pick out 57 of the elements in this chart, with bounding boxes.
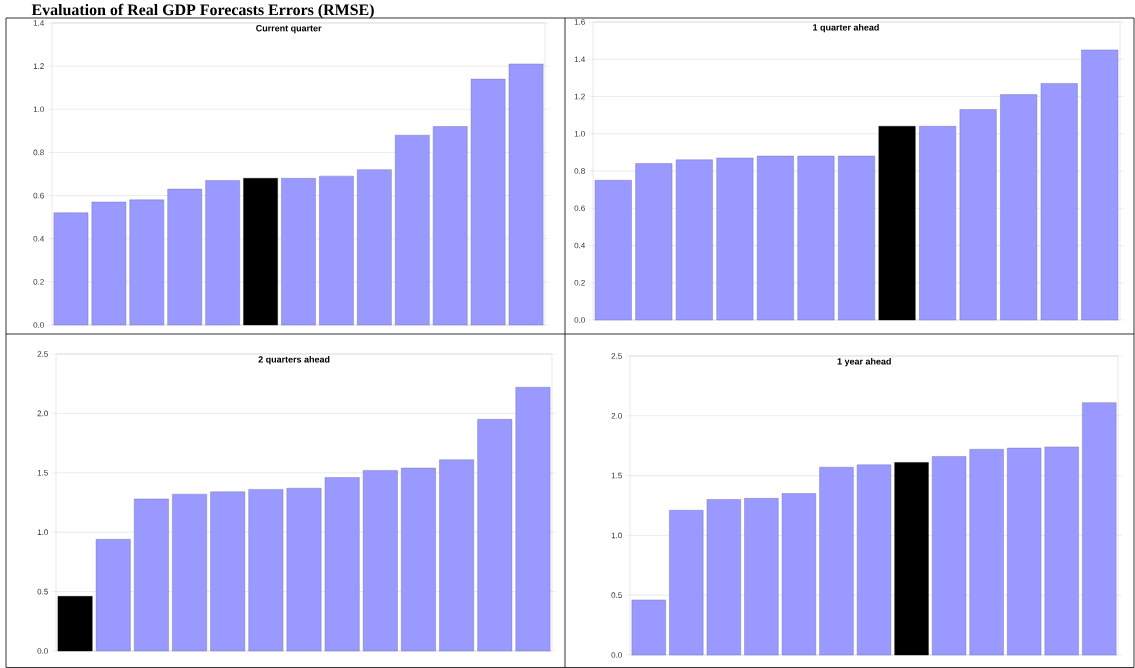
bar [362,470,398,652]
bar [319,175,354,326]
bar [477,419,513,652]
bar [1081,49,1119,321]
bar [781,493,817,656]
bar [57,596,93,652]
bar [243,178,278,326]
bar [286,488,322,652]
bar [631,599,666,656]
chart-title: 1 year ahead [837,358,891,367]
bar [797,155,835,321]
bar [395,134,430,326]
bar [919,126,957,321]
bar [856,464,892,656]
bar [756,155,794,321]
bar [969,449,1004,656]
bar [635,163,673,321]
bar [894,462,929,656]
bar [838,155,875,321]
chart-title: Current quarter [256,25,322,34]
bar [716,157,754,321]
bar [281,178,316,326]
bar [129,199,165,326]
bar [819,467,854,656]
bar [1000,94,1038,321]
bar [508,63,544,326]
bar [959,109,997,321]
bar [95,539,131,652]
bar [357,169,392,326]
bar [248,489,284,652]
chart-title: 1 quarter ahead [813,23,879,33]
bar [878,126,916,321]
bar [1040,83,1078,321]
text: Evaluation of Real GDP Forecasts Errors (RMSE) [31,3,374,19]
bar [210,491,246,652]
chart-title: 2 quarters ahead [258,355,330,365]
bar [669,510,704,656]
bar [675,159,713,321]
bar [706,499,741,656]
bar [91,201,127,326]
bar [324,477,360,652]
bar [1007,447,1042,656]
bar [1082,402,1117,656]
bar [932,456,967,656]
bar [432,126,468,326]
bar [172,493,207,652]
bar [744,498,779,656]
bar [401,467,436,652]
bar [167,188,202,326]
bar [1044,446,1079,656]
bar [594,180,632,321]
bar [439,459,474,652]
bar [205,180,240,326]
bar [515,387,551,652]
bar [53,212,89,326]
bar [470,78,506,326]
bar [134,498,169,652]
